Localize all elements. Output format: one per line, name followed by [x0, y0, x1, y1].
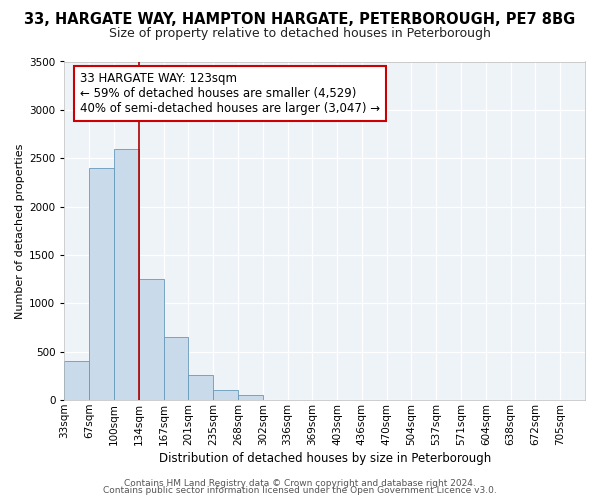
Bar [139, 279, 164, 400]
Bar [238, 396, 263, 400]
Text: Contains public sector information licensed under the Open Government Licence v3: Contains public sector information licen… [103, 486, 497, 495]
Text: 33 HARGATE WAY: 123sqm
← 59% of detached houses are smaller (4,529)
40% of semi-: 33 HARGATE WAY: 123sqm ← 59% of detached… [80, 72, 380, 114]
Bar [89, 168, 114, 400]
Bar [114, 148, 139, 400]
X-axis label: Distribution of detached houses by size in Peterborough: Distribution of detached houses by size … [158, 452, 491, 465]
Bar [164, 338, 188, 400]
Bar [213, 390, 238, 400]
Text: Size of property relative to detached houses in Peterborough: Size of property relative to detached ho… [109, 28, 491, 40]
Bar [188, 375, 213, 400]
Text: 33, HARGATE WAY, HAMPTON HARGATE, PETERBOROUGH, PE7 8BG: 33, HARGATE WAY, HAMPTON HARGATE, PETERB… [25, 12, 575, 28]
Bar [64, 362, 89, 400]
Y-axis label: Number of detached properties: Number of detached properties [15, 143, 25, 318]
Text: Contains HM Land Registry data © Crown copyright and database right 2024.: Contains HM Land Registry data © Crown c… [124, 478, 476, 488]
